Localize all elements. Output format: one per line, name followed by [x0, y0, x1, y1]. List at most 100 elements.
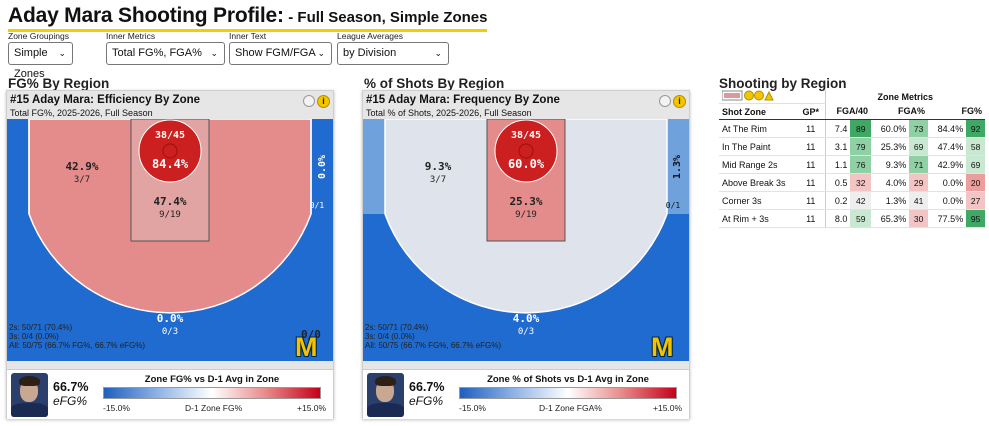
table-row: Above Break 3s 11 0.5 32 4.0% 29 0.0% 20	[719, 173, 985, 192]
col-gp[interactable]: GP*	[797, 103, 825, 120]
three-pct-label: 4.0%	[513, 312, 540, 325]
table-row: In The Paint 11 3.1 79 25.3% 69 47.4% 58	[719, 137, 985, 156]
avatar	[367, 373, 404, 417]
col-fg[interactable]: FG%	[928, 103, 985, 120]
panel-subtitle: Total FG%, 2025-2026, Full Season	[10, 108, 153, 118]
fga40-pctl-cell: 32	[850, 173, 872, 192]
control-label: League Averages	[337, 31, 404, 41]
section-title-table: Shooting by Region	[719, 76, 847, 91]
panel-footer: 66.7% eFG% Zone FG% vs D-1 Avg in Zone -…	[7, 369, 333, 419]
table-tools	[721, 90, 774, 101]
fga40-pctl-cell: 76	[850, 155, 872, 174]
hoop-mark	[162, 143, 178, 159]
rim-frac-label: 38/45	[155, 130, 185, 141]
fgapct-cell: 60.0%	[871, 119, 910, 138]
color-scale-bar	[459, 387, 677, 399]
frequency-court: 38/45 60.0% 25.3% 9/19 9.3% 3/7 1.3% 0/1…	[363, 119, 689, 361]
toggle-circle-icon[interactable]	[303, 95, 315, 107]
efg-value: 66.7%	[53, 380, 89, 394]
hoop-mark	[518, 143, 534, 159]
options-icon[interactable]	[744, 90, 754, 101]
zone-corner-left[interactable]	[363, 119, 385, 214]
zone-cell: At The Rim	[719, 119, 797, 138]
fga40-pctl-cell: 79	[850, 137, 872, 156]
title-main: Aday Mara Shooting Profile:	[8, 4, 284, 27]
info-icon[interactable]: i	[673, 95, 686, 108]
zone-corner-left[interactable]	[7, 119, 29, 214]
zone-cell: Mid Range 2s	[719, 155, 797, 174]
section-title-fg: FG% By Region	[8, 76, 110, 91]
panel-footer: 66.7% eFG% Zone % of Shots vs D-1 Avg in…	[363, 369, 689, 419]
panel-title: #15 Aday Mara: Efficiency By Zone	[10, 94, 201, 106]
corner-frac-label: 0/1	[666, 201, 681, 210]
chevron-down-icon: ⌄	[210, 48, 218, 58]
efg-value: 66.7%	[409, 380, 445, 394]
fgapct-cell: 65.3%	[871, 209, 910, 228]
paint-frac-label: 9/19	[515, 210, 537, 220]
inner-metrics-control: Inner Metrics Total FG%, FGA% ⌄	[106, 31, 225, 65]
zone-groupings-control: Zone Groupings Simple Zones ⌄	[8, 31, 73, 80]
select-value: by Division	[343, 47, 397, 59]
paint-pct-label: 25.3%	[509, 195, 542, 208]
legend-mid: D-1 Zone FGA%	[539, 403, 602, 413]
fgapct-pctl-cell: 69	[909, 137, 928, 156]
fg-cell: 77.5%	[928, 209, 967, 228]
toggle-circle-icon[interactable]	[659, 95, 671, 107]
legend-min: -15.0%	[459, 403, 486, 413]
fg-cell: 47.4%	[928, 137, 967, 156]
fgapct-cell: 25.3%	[871, 137, 910, 156]
zone-rim[interactable]	[494, 119, 558, 183]
table-row: Corner 3s 11 0.2 42 1.3% 41 0.0% 27	[719, 191, 985, 210]
mid-pct-label: 9.3%	[425, 160, 452, 173]
league-averages-select[interactable]: by Division ⌄	[337, 42, 449, 65]
efg-label: eFG%	[409, 394, 444, 408]
three-pct-label: 0.0%	[157, 312, 184, 325]
table-column-header: Shot Zone GP* FGA/40 FGA% FG%	[719, 103, 985, 120]
fg-pctl-cell: 92	[966, 119, 985, 138]
legend-max: +15.0%	[297, 403, 327, 413]
note-3s: 3s: 0/4 (0.0%)	[365, 332, 415, 341]
fgapct-pctl-cell: 73	[909, 119, 928, 138]
control-label: Zone Groupings	[8, 31, 69, 41]
gp-cell: 11	[797, 119, 825, 138]
three-frac-label: 0/3	[518, 327, 534, 337]
chevron-down-icon: ⌄	[317, 48, 325, 58]
note-2s: 2s: 50/71 (70.4%)	[9, 323, 73, 332]
info-icon[interactable]	[754, 90, 764, 101]
col-fgapct[interactable]: FGA%	[871, 103, 928, 120]
fgapct-cell: 9.3%	[871, 155, 910, 174]
zone-rim[interactable]	[138, 119, 202, 183]
fga40-cell: 1.1	[824, 155, 851, 174]
fgapct-pctl-cell: 71	[909, 155, 928, 174]
mid-pct-label: 42.9%	[65, 160, 98, 173]
table-row: At The Rim 11 7.4 89 60.0% 73 84.4% 92	[719, 119, 985, 138]
mid-frac-label: 3/7	[74, 175, 90, 185]
legend-title: Zone FG% vs D-1 Avg in Zone	[144, 374, 280, 385]
fgapct-pctl-cell: 29	[909, 173, 928, 192]
avatar	[11, 373, 48, 417]
heatmap-swatch	[724, 93, 740, 98]
michigan-logo: M	[295, 332, 318, 362]
chevron-down-icon: ⌄	[434, 48, 442, 58]
fgapct-cell: 1.3%	[871, 191, 910, 210]
inner-metrics-select[interactable]: Total FG%, FGA% ⌄	[106, 42, 225, 65]
fga40-cell: 0.5	[824, 173, 851, 192]
inner-text-select[interactable]: Show FGM/FGA ⌄	[229, 42, 332, 65]
legend-title: Zone % of Shots vs D-1 Avg in Zone	[487, 374, 649, 385]
col-fga40[interactable]: FGA/40	[824, 103, 872, 120]
legend-max: +15.0%	[653, 403, 683, 413]
inner-text-control: Inner Text Show FGM/FGA ⌄	[229, 31, 332, 65]
col-shot-zone[interactable]: Shot Zone	[719, 103, 797, 120]
warning-icon[interactable]	[764, 90, 774, 101]
zone-groupings-select[interactable]: Simple Zones ⌄	[8, 42, 73, 80]
summary-notes: 2s: 50/71 (70.4%) 3s: 0/4 (0.0%) All: 50…	[9, 323, 145, 350]
info-icon[interactable]: i	[317, 95, 330, 108]
fg-cell: 0.0%	[928, 173, 967, 192]
legend-mid: D-1 Zone FG%	[185, 403, 243, 413]
fga40-pctl-cell: 89	[850, 119, 872, 138]
michigan-logo: M	[651, 332, 674, 362]
fgapct-pctl-cell: 41	[909, 191, 928, 210]
table-group-header: Zone Metrics	[719, 90, 985, 104]
zone-corner-right[interactable]	[667, 119, 689, 214]
fg-pctl-cell: 95	[966, 209, 985, 228]
